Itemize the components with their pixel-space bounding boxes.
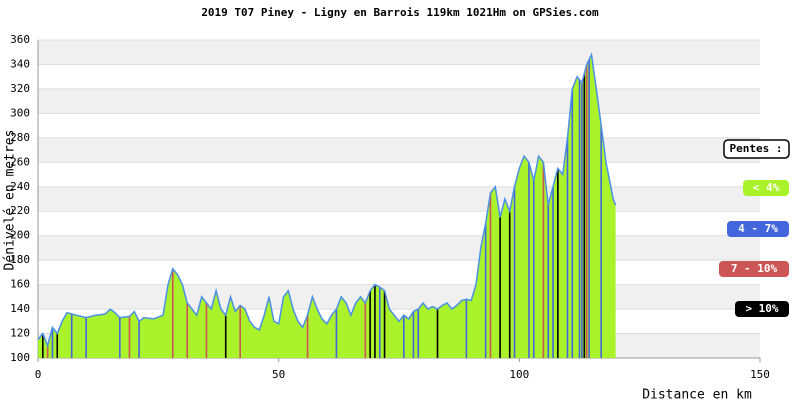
slope-stripe bbox=[571, 88, 574, 358]
chart-title: 2019 T07 Piney - Ligny en Barrois 119km … bbox=[201, 6, 599, 19]
grid-band bbox=[38, 284, 760, 310]
y-tick-label: 220 bbox=[10, 204, 30, 217]
legend-label: < 4% bbox=[753, 181, 780, 194]
slope-stripe bbox=[588, 59, 590, 359]
y-tick-label: 100 bbox=[10, 351, 30, 364]
x-tick-label: 100 bbox=[509, 368, 529, 381]
slope-stripe bbox=[547, 205, 550, 358]
grid-band bbox=[38, 235, 760, 261]
grid-band bbox=[38, 137, 760, 163]
y-tick-label: 160 bbox=[10, 278, 30, 291]
x-tick-label: 50 bbox=[272, 368, 285, 381]
legend-title: Pentes : bbox=[730, 142, 783, 155]
y-axis-label: Dénivelé en metres bbox=[3, 130, 18, 271]
y-tick-label: 300 bbox=[10, 106, 30, 119]
slope-stripe bbox=[484, 223, 487, 358]
slope-stripe bbox=[436, 309, 439, 358]
slope-stripe bbox=[224, 315, 227, 358]
slope-stripe bbox=[489, 192, 492, 358]
legend-label: 4 - 7% bbox=[738, 222, 778, 235]
slope-stripe bbox=[465, 299, 468, 358]
y-tick-label: 280 bbox=[10, 131, 30, 144]
slope-stripe bbox=[566, 137, 569, 358]
slope-stripe bbox=[378, 287, 381, 358]
slope-stripe bbox=[542, 162, 545, 358]
slope-stripe bbox=[557, 168, 559, 358]
legend-swatch bbox=[727, 221, 789, 237]
slope-stripe bbox=[128, 316, 131, 358]
y-tick-label: 340 bbox=[10, 57, 30, 70]
slope-stripe bbox=[85, 317, 87, 358]
slope-stripe bbox=[383, 290, 386, 358]
legend-swatch bbox=[719, 261, 789, 277]
slope-stripe bbox=[364, 302, 367, 358]
slope-stripe bbox=[412, 311, 415, 358]
y-tick-label: 180 bbox=[10, 253, 30, 266]
slope-stripe bbox=[46, 345, 49, 358]
profile-line bbox=[37, 52, 617, 349]
y-tick-label: 240 bbox=[10, 180, 30, 193]
slope-stripe bbox=[186, 302, 189, 358]
slope-stripe bbox=[528, 162, 530, 358]
grid-band bbox=[38, 88, 760, 114]
y-tick-label: 120 bbox=[10, 327, 30, 340]
y-tick-label: 200 bbox=[10, 229, 30, 242]
legend-label: 7 - 10% bbox=[731, 262, 778, 275]
x-tick-label: 150 bbox=[750, 368, 770, 381]
y-tick-label: 320 bbox=[10, 82, 30, 95]
slope-stripe bbox=[581, 82, 583, 359]
legend-title-box bbox=[723, 139, 790, 159]
slope-stripe bbox=[239, 305, 241, 358]
y-tick-label: 140 bbox=[10, 302, 30, 315]
legend: Pentes : < 4% 4 - 7% 7 - 10% > 10% bbox=[719, 139, 790, 317]
slope-stripe bbox=[583, 73, 586, 358]
slope-stripe bbox=[403, 315, 405, 358]
slope-stripe bbox=[51, 327, 54, 358]
slope-stripe bbox=[171, 268, 174, 358]
grid-band bbox=[38, 186, 760, 212]
slope-stripe bbox=[600, 125, 602, 358]
slope-stripe bbox=[552, 186, 554, 358]
legend-swatch bbox=[743, 180, 789, 196]
slope-stripe bbox=[205, 302, 208, 358]
slope-stripe bbox=[513, 186, 516, 358]
slope-stripe bbox=[138, 321, 140, 358]
slope-stripe bbox=[585, 64, 588, 358]
y-tick-label: 260 bbox=[10, 155, 30, 168]
slope-stripe bbox=[56, 333, 59, 358]
slope-stripe bbox=[532, 180, 535, 358]
x-tick-label: 0 bbox=[35, 368, 42, 381]
slope-stripe bbox=[119, 317, 121, 358]
slope-stripe bbox=[578, 79, 581, 358]
slope-stripe bbox=[335, 309, 338, 358]
slope-stripe bbox=[508, 211, 511, 358]
slope-stripe bbox=[306, 315, 309, 358]
slope-stripe bbox=[417, 309, 420, 358]
slope-stripe bbox=[369, 290, 371, 358]
slope-stripe bbox=[499, 217, 501, 358]
grid-band bbox=[38, 40, 760, 65]
legend-label: > 10% bbox=[745, 302, 778, 315]
slope-stripe bbox=[70, 313, 73, 358]
legend-swatch bbox=[735, 301, 789, 317]
slope-stripe bbox=[42, 333, 44, 358]
slope-stripe bbox=[374, 284, 376, 358]
y-tick-label: 360 bbox=[10, 33, 30, 46]
x-axis-label: Distance en km bbox=[642, 388, 752, 400]
